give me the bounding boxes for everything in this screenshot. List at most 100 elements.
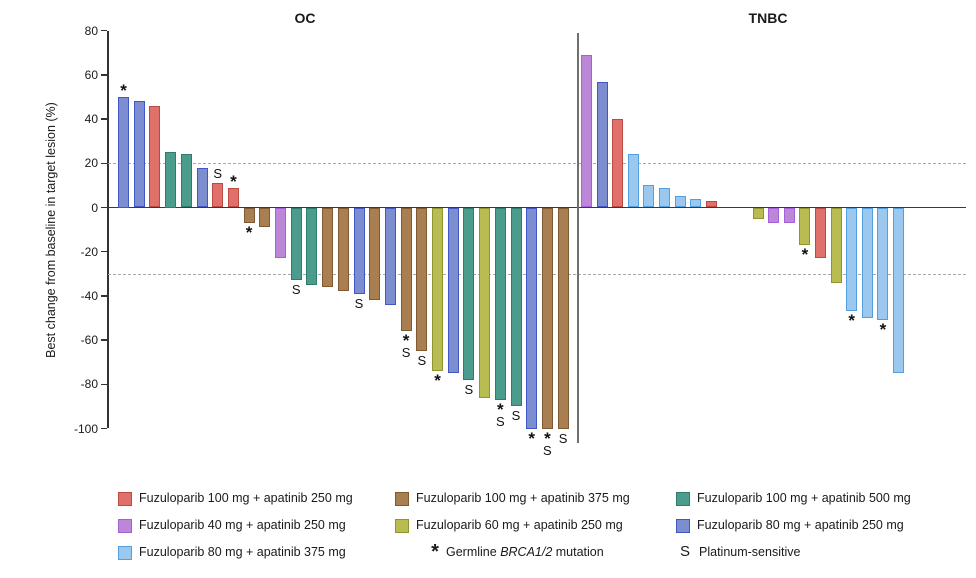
y-axis-tick: [101, 295, 107, 297]
bar-oc-11: [275, 207, 286, 259]
bar-oc-26: [510, 207, 522, 407]
bar-tnbc-18: [846, 207, 858, 312]
brca-marker: *: [434, 371, 441, 391]
platinum-marker: S: [354, 295, 364, 311]
platinum-marker: S: [558, 430, 568, 446]
legend-label-f40a250: Fuzuloparib 40 mg + apatinib 250 mg: [139, 518, 346, 532]
threshold-line-plus20: [108, 163, 966, 165]
panel-title-tnbc: TNBC: [748, 10, 788, 26]
bar-oc-3: [149, 105, 161, 208]
brca-marker: *: [544, 428, 551, 448]
bar-oc-12: [290, 207, 302, 281]
bar-tnbc-12: [752, 207, 764, 219]
legend: Fuzuloparib 100 mg + apatinib 250 mg Fuzu…: [0, 480, 976, 570]
y-axis-tick: [101, 206, 107, 209]
platinum-marker: S: [291, 282, 301, 298]
y-axis-tick-label: 20: [84, 156, 98, 171]
platinum-marker: S: [511, 408, 521, 424]
platinum-marker: S: [543, 442, 552, 458]
legend-swatch-f80a250: [676, 519, 690, 533]
legend-label-f100a500: Fuzuloparib 100 mg + apatinib 500 mg: [697, 491, 911, 505]
bar-tnbc-16: [815, 207, 826, 259]
legend-label-f80a250: Fuzuloparib 80 mg + apatinib 250 mg: [697, 518, 904, 532]
y-axis-tick-label: 0: [91, 200, 98, 215]
bar-oc-6: [196, 167, 208, 208]
bar-oc-29: [557, 207, 569, 429]
brca-marker: *: [230, 171, 237, 191]
brca-marker: *: [120, 81, 127, 100]
bar-oc-9: [243, 207, 255, 223]
bar-tnbc-13: [768, 207, 780, 223]
y-axis-tick: [101, 427, 107, 430]
bar-tnbc-14: [783, 207, 795, 223]
brca-marker: *: [801, 245, 809, 265]
bar-tnbc-4: [627, 154, 639, 208]
platinum-marker: S: [213, 166, 223, 182]
bar-oc-21: [432, 207, 443, 372]
bar-oc-8: [227, 187, 239, 208]
bar-oc-18: [384, 207, 396, 305]
bar-oc-22: [447, 207, 459, 374]
y-axis-tick-label: -60: [80, 333, 98, 348]
bar-oc-13: [306, 207, 318, 285]
bar-oc-10: [259, 207, 271, 228]
brca-marker: *: [528, 428, 535, 448]
bar-oc-28: [541, 207, 553, 429]
bar-oc-4: [165, 152, 177, 208]
bar-oc-17: [369, 207, 381, 301]
legend-label-f100a250: Fuzuloparib 100 mg + apatinib 250 mg: [139, 491, 353, 505]
bar-tnbc-3: [612, 119, 624, 208]
platinum-marker: S: [401, 345, 411, 361]
y-axis-tick-label: -20: [80, 244, 98, 259]
legend-swatch-f100a375: [395, 492, 409, 506]
legend-swatch-f100a250: [118, 492, 132, 506]
platinum-marker: S: [464, 381, 474, 397]
bar-oc-24: [479, 207, 491, 398]
bar-oc-1: [118, 97, 129, 208]
panel-title-oc: OC: [294, 10, 316, 26]
y-axis-tick: [101, 118, 107, 120]
bar-tnbc-1: [581, 55, 592, 208]
legend-swatch-f80a375: [118, 546, 132, 560]
bar-oc-14: [322, 207, 334, 288]
y-axis-tick-label: 60: [84, 67, 98, 82]
bar-oc-2: [133, 101, 145, 208]
bar-oc-20: [416, 207, 428, 352]
legend-label-f60a250: Fuzuloparib 60 mg + apatinib 250 mg: [416, 518, 623, 532]
brca-marker: *: [879, 320, 887, 340]
x-axis-baseline: [107, 206, 966, 209]
y-axis-tick-label: -40: [80, 288, 98, 303]
y-axis-tick: [101, 29, 107, 32]
bar-tnbc-5: [643, 185, 655, 208]
bar-oc-15: [337, 207, 349, 292]
legend-swatch-f60a250: [395, 519, 409, 533]
platinum-marker: S: [495, 413, 505, 429]
y-axis-tick-label: -80: [80, 377, 98, 392]
y-axis-tick-label: 40: [84, 112, 98, 127]
y-axis-line: [107, 30, 109, 429]
panel-separator-line: [577, 33, 579, 443]
platinum-marker: S: [417, 353, 427, 369]
y-axis-tick: [101, 250, 107, 253]
bar-tnbc-8: [690, 198, 702, 208]
bar-tnbc-2: [596, 81, 608, 208]
bar-tnbc-17: [830, 207, 842, 283]
legend-label-platinum: Platinum-sensitive: [699, 545, 801, 559]
bar-tnbc-20: [877, 207, 889, 321]
bar-tnbc-15: [799, 207, 811, 246]
brca-marker: *: [848, 311, 855, 331]
bar-oc-16: [353, 207, 365, 294]
bar-oc-27: [526, 207, 538, 429]
bar-tnbc-6: [659, 187, 670, 208]
legend-brca-symbol: *: [431, 541, 439, 563]
y-axis-tick-label: -100: [73, 421, 98, 436]
brca-marker: *: [496, 399, 504, 419]
legend-swatch-f40a250: [118, 519, 132, 533]
y-axis-tick: [101, 383, 107, 386]
legend-label-f80a375: Fuzuloparib 80 mg + apatinib 375 mg: [139, 545, 346, 559]
y-axis-tick: [101, 162, 107, 165]
legend-label-brca-gene: BRCA1/2: [500, 545, 553, 559]
legend-swatch-f100a500: [676, 492, 690, 506]
